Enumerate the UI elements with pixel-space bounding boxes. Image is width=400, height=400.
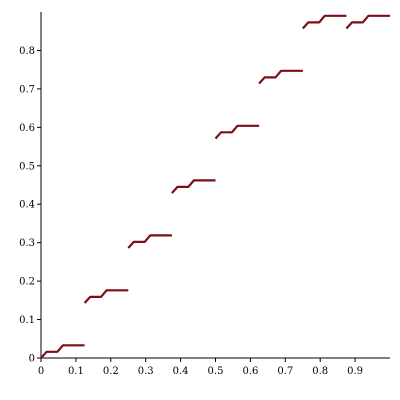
series-line-segment bbox=[303, 16, 347, 29]
series-group bbox=[41, 16, 390, 358]
y-tick-label: 0.3 bbox=[19, 238, 35, 249]
x-ticks: 0 0.1 0.2 0.3 0.4 0.5 0.6 0.7 0.8 0.9 bbox=[38, 358, 363, 377]
y-tick-label: 0.4 bbox=[19, 200, 35, 211]
x-tick-label: 0.4 bbox=[173, 366, 189, 377]
series-line-segment bbox=[128, 235, 172, 248]
y-tick-label: 0.1 bbox=[19, 315, 35, 326]
y-tick-label: 0.8 bbox=[19, 46, 35, 57]
series-line-segment bbox=[216, 126, 260, 139]
x-tick-label: 0 bbox=[38, 366, 44, 377]
y-tick-label: 0.7 bbox=[19, 84, 35, 95]
y-tick-label: 0.6 bbox=[19, 123, 35, 134]
x-tick-label: 0.5 bbox=[208, 366, 224, 377]
y-tick-label: 0 bbox=[29, 354, 35, 365]
series-line-segment bbox=[346, 16, 390, 29]
series-line-segment bbox=[41, 345, 85, 358]
x-tick-label: 0.3 bbox=[138, 366, 154, 377]
x-tick-label: 0.7 bbox=[277, 366, 293, 377]
x-tick-label: 0.2 bbox=[103, 366, 119, 377]
x-tick-label: 0.8 bbox=[312, 366, 328, 377]
y-ticks: 0 0.1 0.2 0.3 0.4 0.5 0.6 0.7 0.8 bbox=[19, 46, 41, 365]
x-tick-label: 0.1 bbox=[68, 366, 84, 377]
series-line-segment bbox=[172, 180, 216, 193]
series-line-segment bbox=[85, 290, 129, 303]
axes bbox=[41, 12, 390, 358]
x-tick-label: 0.9 bbox=[347, 366, 363, 377]
y-tick-label: 0.5 bbox=[19, 161, 35, 172]
x-tick-label: 0.6 bbox=[242, 366, 258, 377]
y-tick-label: 0.2 bbox=[19, 277, 35, 288]
series-line-segment bbox=[259, 71, 303, 84]
